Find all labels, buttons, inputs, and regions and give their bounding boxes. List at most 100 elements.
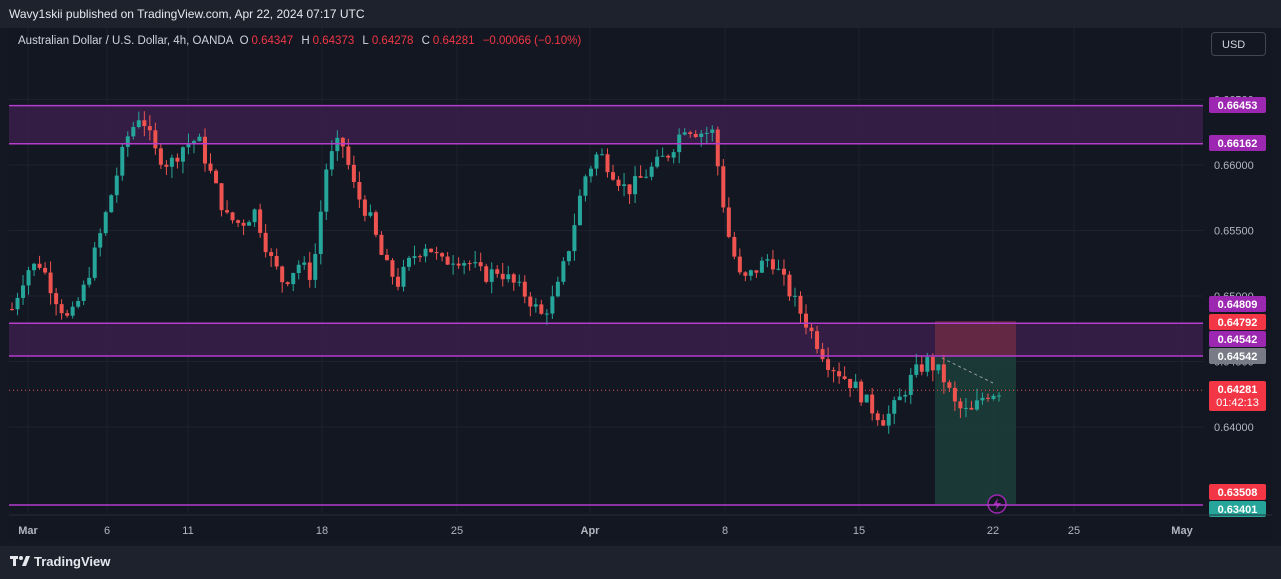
candle-down xyxy=(881,414,886,426)
candle-down xyxy=(230,211,235,224)
candle-down xyxy=(202,128,207,172)
candle-up xyxy=(555,276,560,298)
candle-up xyxy=(886,405,891,434)
price-label[interactable]: 0.64542 xyxy=(1209,348,1266,364)
candle-up xyxy=(997,392,1001,402)
candle-down xyxy=(208,153,213,174)
price-label[interactable]: 0.66162 xyxy=(1209,135,1266,151)
candle-up xyxy=(76,297,81,309)
candle-down xyxy=(456,257,461,269)
candle-up xyxy=(451,255,456,275)
candle-up xyxy=(533,298,538,313)
take-profit-area[interactable] xyxy=(935,355,1016,504)
supply-demand-zone[interactable] xyxy=(9,323,1203,356)
candle-up xyxy=(622,173,627,197)
currency-button[interactable]: USD xyxy=(1211,32,1266,56)
footer-bar xyxy=(0,546,1281,579)
candle-down xyxy=(842,366,847,381)
svg-text:0.63508: 0.63508 xyxy=(1218,487,1258,499)
candle-down xyxy=(59,299,64,320)
candle-down xyxy=(65,309,70,318)
time-tick-label: 25 xyxy=(451,525,463,537)
candle-down xyxy=(826,347,831,378)
countdown-label: 01:42:13 xyxy=(1216,397,1259,409)
candle-up xyxy=(98,228,103,257)
price-tick-label: 0.64000 xyxy=(1214,422,1254,434)
candle-down xyxy=(837,362,842,384)
svg-text:0.64542: 0.64542 xyxy=(1218,351,1258,363)
svg-text:0.64542: 0.64542 xyxy=(1218,334,1258,346)
symbol-legend: Australian Dollar / U.S. Dollar, 4h, OAN… xyxy=(18,35,586,47)
candle-up xyxy=(633,166,638,204)
candle-down xyxy=(605,148,610,178)
candle-down xyxy=(263,223,268,258)
candle-up xyxy=(671,149,676,164)
time-tick-label: 25 xyxy=(1068,525,1080,537)
candle-up xyxy=(191,139,196,154)
candle-down xyxy=(434,246,439,260)
price-tick-label: 0.66000 xyxy=(1214,160,1254,172)
candle-down xyxy=(484,263,489,284)
position-tool[interactable] xyxy=(935,321,1016,514)
price-label[interactable]: 0.63401 xyxy=(1209,501,1266,517)
candle-down xyxy=(754,270,759,278)
candle-down xyxy=(395,268,400,291)
price-tick-label: 0.65500 xyxy=(1214,226,1254,238)
candle-down xyxy=(820,342,825,362)
candle-down xyxy=(445,251,450,266)
candle-up xyxy=(169,154,174,179)
candle-down xyxy=(522,275,527,304)
candle-up xyxy=(748,269,753,281)
candle-up xyxy=(974,388,979,411)
candle-up xyxy=(32,262,37,277)
candle-down xyxy=(379,231,384,256)
price-label[interactable]: 0.63508 xyxy=(1209,484,1266,500)
price-label[interactable]: 0.64809 xyxy=(1209,296,1266,312)
candle-down xyxy=(743,271,748,282)
time-tick-label: 6 xyxy=(104,525,110,537)
candle-up xyxy=(302,256,307,270)
candle-down xyxy=(770,249,775,275)
candle-down xyxy=(147,115,152,141)
candle-down xyxy=(164,160,169,175)
candle-down xyxy=(627,184,632,205)
candle-down xyxy=(688,130,693,138)
candle-up xyxy=(594,151,599,176)
tradingview-logo[interactable]: TradingView xyxy=(10,554,110,570)
candle-down xyxy=(815,325,820,354)
candle-up xyxy=(15,292,20,316)
candle-down xyxy=(781,259,786,286)
candle-up xyxy=(936,364,941,375)
candle-down xyxy=(54,287,59,316)
candle-up xyxy=(506,265,511,283)
symbol-name[interactable]: Australian Dollar / U.S. Dollar, 4h, OAN… xyxy=(18,35,234,47)
horizontal-levels[interactable] xyxy=(9,104,1203,506)
candle-up xyxy=(864,394,869,403)
candle-up xyxy=(103,210,108,236)
price-label[interactable]: 0.64792 xyxy=(1209,314,1266,330)
candle-down xyxy=(467,260,472,271)
candle-up xyxy=(908,368,913,404)
price-axis[interactable]: 0.665000.660000.655000.650000.645000.640… xyxy=(1203,28,1272,517)
candle-up xyxy=(577,189,582,226)
price-label[interactable]: 0.64542 xyxy=(1209,331,1266,347)
stop-loss-area[interactable] xyxy=(935,321,1016,356)
candle-up xyxy=(561,257,566,285)
lightning-icon[interactable] xyxy=(987,494,1007,514)
candle-down xyxy=(384,248,389,261)
supply-demand-zone[interactable] xyxy=(9,105,1203,144)
candle-up xyxy=(897,388,902,401)
candle-up xyxy=(649,162,654,181)
candle-down xyxy=(859,379,864,406)
candle-up xyxy=(329,140,334,176)
candle-up xyxy=(131,121,136,140)
price-label[interactable]: 0.66453 xyxy=(1209,97,1266,113)
open-value: 0.64347 xyxy=(251,35,294,47)
candle-down xyxy=(715,126,720,176)
time-tick-label: 22 xyxy=(987,525,999,537)
time-axis[interactable]: Mar 6 11 18 25 Apr 8 15 22 25 May xyxy=(9,514,1272,537)
candle-down xyxy=(726,197,731,239)
svg-text:0.64281: 0.64281 xyxy=(1218,384,1258,396)
